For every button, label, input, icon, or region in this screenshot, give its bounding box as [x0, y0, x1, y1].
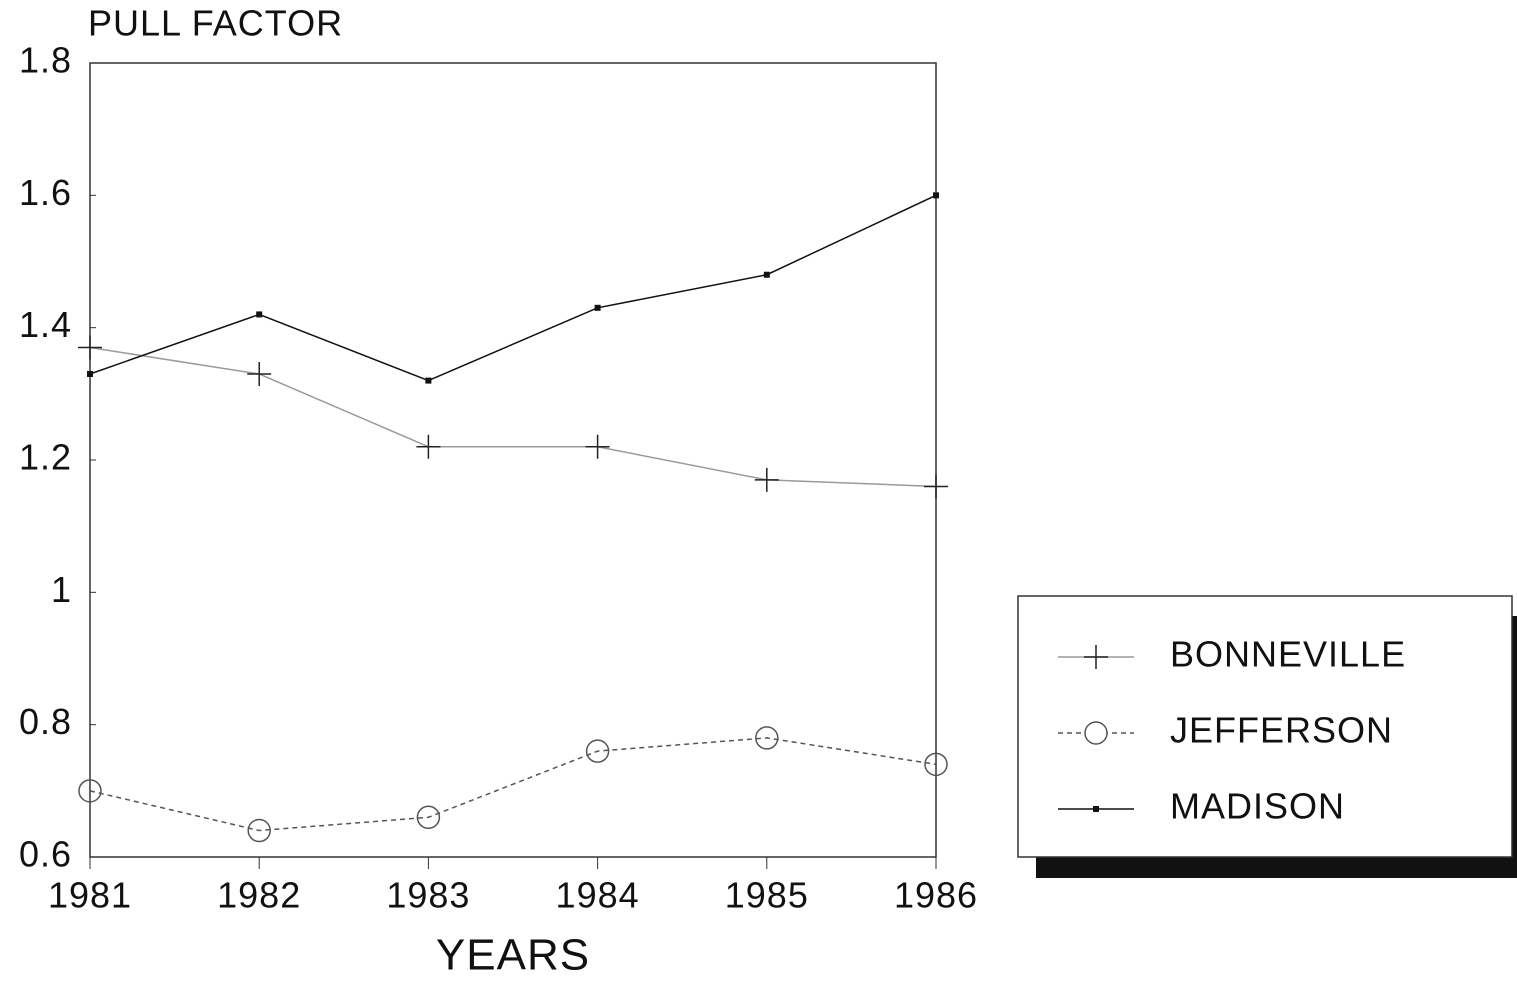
marker-square — [256, 311, 263, 318]
x-tick-label: 1984 — [556, 875, 640, 916]
marker-plus — [585, 434, 610, 459]
marker-square — [425, 377, 432, 384]
marker-circle — [924, 752, 948, 777]
marker-plus — [754, 467, 779, 492]
y-tick-label: 1.6 — [19, 172, 72, 213]
y-tick-label: 0.8 — [19, 701, 72, 742]
y-tick-label: 1.4 — [19, 304, 72, 345]
legend-label: MADISON — [1170, 786, 1345, 827]
x-tick-label: 1981 — [48, 875, 132, 916]
marker-circle — [247, 818, 271, 843]
marker-square — [594, 304, 601, 311]
marker-square — [87, 370, 93, 377]
y-tick-label: 1.2 — [19, 437, 72, 478]
marker-circle — [755, 726, 779, 750]
marker-plus — [416, 434, 441, 459]
y-tick-label: 1.8 — [19, 40, 72, 81]
marker-square — [933, 192, 939, 199]
series-line — [89, 194, 937, 382]
marker-circle — [416, 805, 441, 830]
y-tick-label: 0.6 — [19, 834, 72, 875]
series-line — [89, 737, 937, 832]
legend-label: BONNEVILLE — [1170, 634, 1406, 675]
y-tick-label: 1 — [51, 569, 72, 610]
x-tick-label: 1983 — [386, 875, 470, 916]
legend-marker — [1084, 721, 1108, 745]
marker-circle — [585, 739, 610, 763]
legend-marker — [1084, 645, 1108, 669]
x-tick-label: 1986 — [894, 875, 978, 916]
x-axis-label: YEARS — [436, 931, 590, 980]
marker-plus — [247, 361, 272, 386]
series-line — [89, 346, 937, 488]
legend-marker — [1093, 806, 1099, 812]
x-tick-label: 1985 — [725, 875, 809, 916]
y-axis-label: PULL FACTOR — [88, 3, 343, 44]
marker-plus — [924, 474, 948, 499]
marker-plus — [78, 335, 102, 360]
marker-circle — [78, 779, 102, 803]
x-tick-label: 1982 — [217, 875, 301, 916]
legend-label: JEFFERSON — [1170, 710, 1393, 751]
marker-square — [763, 271, 770, 278]
plot-frame — [89, 62, 937, 858]
